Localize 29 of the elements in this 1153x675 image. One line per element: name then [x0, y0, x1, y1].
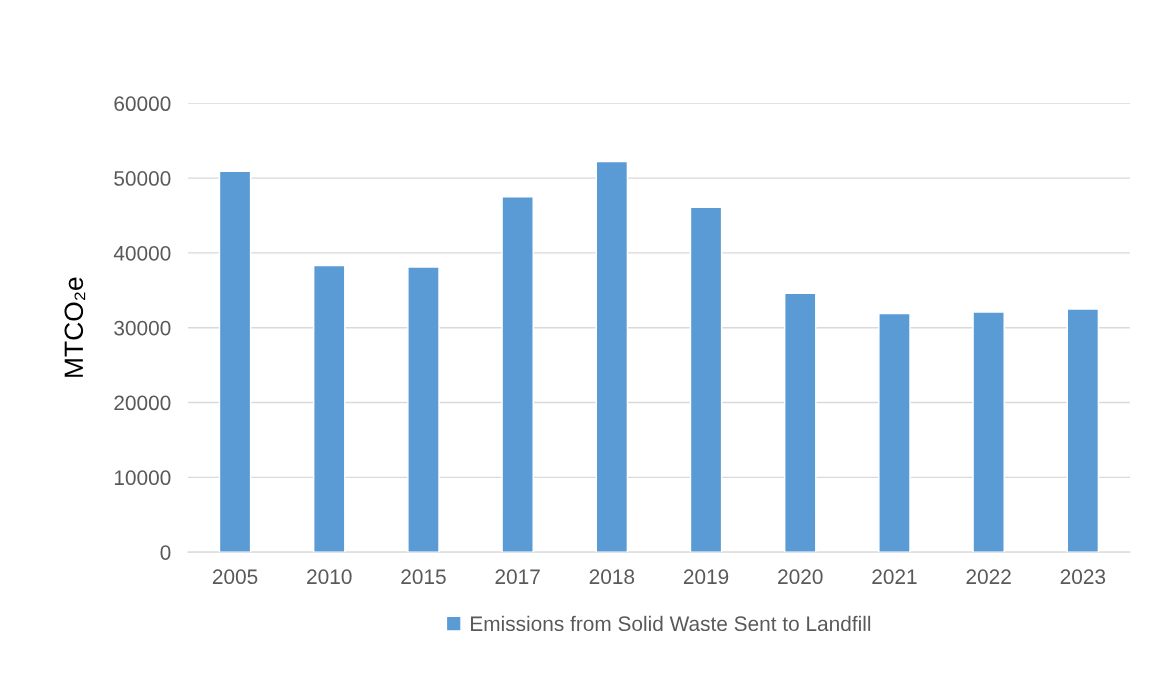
- x-tick-label: 2015: [401, 569, 446, 585]
- x-tick-label: 2021: [872, 569, 917, 585]
- bar: [689, 206, 723, 553]
- y-tick-label: 60000: [114, 96, 171, 112]
- y-tick-label: 40000: [113, 245, 171, 261]
- x-tick-label: 2005: [212, 569, 258, 585]
- bar: [595, 160, 629, 553]
- x-tick-label: 2020: [778, 569, 823, 585]
- x-tick-label: 2023: [1060, 569, 1106, 585]
- y-tick-label: 30000: [114, 320, 171, 336]
- bar: [313, 264, 346, 553]
- y-tick-label: 0: [160, 545, 171, 560]
- bar: [218, 170, 252, 553]
- y-axis-title: MTCO₂e: [64, 277, 86, 377]
- x-tick-label: 2019: [683, 569, 729, 585]
- bar: [878, 312, 911, 553]
- x-tick-label: 2010: [307, 569, 352, 585]
- bar: [501, 196, 534, 553]
- legend-label: Emissions from Solid Waste Sent to Landfill: [471, 615, 871, 632]
- bar: [784, 292, 817, 553]
- x-tick-label: 2018: [589, 569, 635, 585]
- bar: [1066, 308, 1100, 553]
- x-tick-label: 2022: [966, 569, 1011, 585]
- bar: [407, 266, 440, 553]
- y-tick-label: 10000: [114, 470, 171, 486]
- x-tick-label: 2017: [495, 569, 540, 585]
- y-tick-label: 20000: [114, 395, 171, 411]
- y-tick-label: 50000: [114, 171, 171, 186]
- bar: [972, 311, 1005, 553]
